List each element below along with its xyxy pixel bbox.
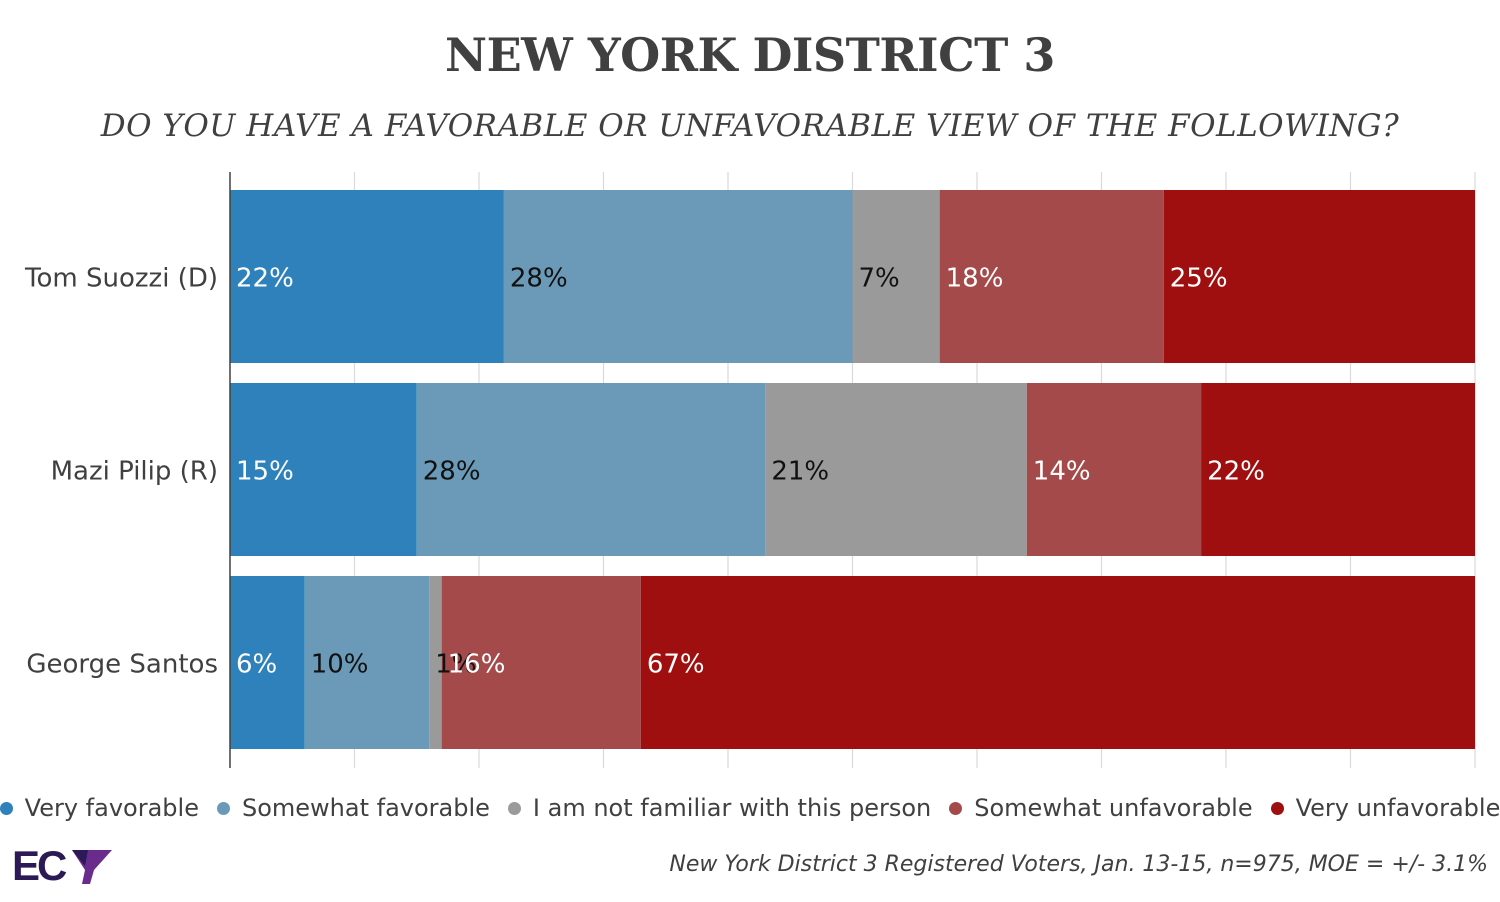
ecp-logo: EC [12, 842, 114, 889]
legend-label: Somewhat favorable [241, 794, 490, 822]
legend-item: Very unfavorable [1270, 794, 1500, 822]
data-label: 7% [859, 264, 900, 294]
bar-segment [441, 576, 641, 749]
category-label: Tom Suozzi (D) [24, 264, 218, 294]
legend-item: Somewhat favorable [216, 794, 490, 822]
bar-segment [230, 383, 417, 556]
bar-segment [640, 576, 1475, 749]
data-label: 22% [236, 264, 294, 294]
chart-title: NEW YORK DISTRICT 3 [445, 28, 1055, 82]
data-label: 67% [647, 650, 705, 680]
category-label: George Santos [26, 650, 218, 680]
legend-swatch [507, 801, 521, 815]
bar-segment [1201, 383, 1475, 556]
data-labels: 22% 28% 7% 18% 25% 15% 28% 21% 14% 22% 6% 10% 1%16% 6… [236, 264, 1265, 680]
chart-subtitle: DO YOU HAVE A FAVORABLE OR UNFAVORABLE V… [100, 108, 1400, 144]
bar-segment [230, 190, 504, 363]
legend-swatch [1270, 801, 1284, 815]
data-label: 28% [510, 264, 568, 294]
bars [230, 190, 1475, 749]
bar-segment [416, 383, 766, 556]
data-label: 25% [1170, 264, 1228, 294]
data-label: 18% [946, 264, 1004, 294]
bar-segment [230, 576, 305, 749]
data-label: 16% [448, 650, 506, 680]
bar-segment [765, 383, 1027, 556]
bar-segment [1026, 383, 1202, 556]
legend-label: Very unfavorable [1295, 794, 1500, 822]
legend-swatch [0, 801, 13, 815]
legend-item: Somewhat unfavorable [949, 794, 1253, 822]
category-labels: Tom Suozzi (D) Mazi Pilip (R) George Santo… [24, 264, 218, 680]
legend-label: Very favorable [24, 794, 199, 822]
bar-segment [939, 190, 1164, 363]
data-label: 22% [1207, 457, 1265, 487]
legend-item: Very favorable [0, 794, 199, 822]
svg-text:EC: EC [12, 844, 67, 884]
legend-item: I am not familiar with this person [507, 794, 932, 822]
bar-segment [852, 190, 940, 363]
legend-label: Somewhat unfavorable [974, 794, 1253, 822]
data-label: 6% [236, 650, 277, 680]
data-label: 10% [311, 650, 369, 680]
source-note: New York District 3 Registered Voters, J… [669, 852, 1488, 877]
bar-segment [1163, 190, 1475, 363]
data-label: 21% [771, 457, 829, 487]
data-label: 28% [423, 457, 481, 487]
legend-swatch [949, 801, 963, 815]
data-label: 15% [236, 457, 294, 487]
bar-segment [503, 190, 853, 363]
bar-segment [304, 576, 430, 749]
legend-label: I am not familiar with this person [532, 794, 932, 822]
legend: Very favorable Somewhat favorable I am not… [0, 790, 1500, 826]
data-label: 1% [435, 650, 476, 680]
bar-segment [429, 576, 442, 749]
category-label: Mazi Pilip (R) [51, 457, 218, 487]
data-label: 14% [1033, 457, 1091, 487]
legend-swatch [216, 801, 230, 815]
